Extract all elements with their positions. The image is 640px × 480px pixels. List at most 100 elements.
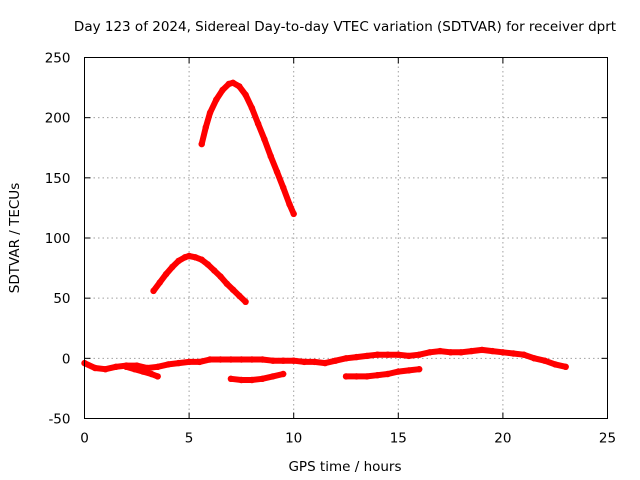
x-tick-label: 15 xyxy=(390,431,407,447)
data-point xyxy=(248,356,256,363)
data-point xyxy=(148,370,155,378)
data-point xyxy=(238,376,245,384)
data-point xyxy=(416,351,423,358)
data-point xyxy=(374,351,381,358)
data-point xyxy=(457,349,465,356)
data-point xyxy=(217,273,224,280)
x-tick-label: 20 xyxy=(494,431,511,447)
data-point xyxy=(150,287,157,295)
data-point xyxy=(416,366,423,373)
data-point xyxy=(192,254,199,261)
data-point xyxy=(156,279,163,286)
data-point xyxy=(280,370,287,378)
data-point xyxy=(154,373,161,380)
data-point xyxy=(154,363,161,370)
data-point xyxy=(196,358,203,366)
data-point xyxy=(311,358,318,366)
y-tick-label: -50 xyxy=(48,412,70,428)
data-point xyxy=(290,357,297,364)
y-tick-labels: -50 0 50 100 150 200 250 xyxy=(45,51,71,428)
data-point xyxy=(198,140,205,148)
series-layer xyxy=(81,79,569,384)
data-point xyxy=(552,361,559,368)
data-point xyxy=(236,83,243,90)
data-point xyxy=(342,355,350,362)
data-point xyxy=(405,352,412,360)
data-point xyxy=(353,373,360,380)
x-tick-label: 5 xyxy=(185,431,194,447)
data-point xyxy=(229,79,237,87)
data-point xyxy=(169,263,176,271)
data-point xyxy=(259,356,266,363)
data-point xyxy=(562,363,569,370)
data-point xyxy=(478,346,486,354)
x-tick-label: 10 xyxy=(285,431,302,447)
data-point xyxy=(290,210,297,218)
data-point xyxy=(468,347,475,355)
data-point xyxy=(248,104,256,112)
y-tick-label: 200 xyxy=(45,111,71,127)
data-point xyxy=(229,286,237,293)
data-point xyxy=(269,373,276,380)
data-point xyxy=(280,184,287,191)
data-point xyxy=(342,373,350,380)
data-point xyxy=(541,357,548,364)
data-point xyxy=(436,347,444,355)
y-tick-label: 0 xyxy=(62,351,71,367)
data-point xyxy=(112,363,120,370)
data-point xyxy=(499,349,507,356)
data-point xyxy=(211,267,218,274)
data-point xyxy=(254,120,262,127)
data-point xyxy=(267,153,274,160)
data-point xyxy=(405,367,412,374)
data-point xyxy=(531,355,538,362)
data-point xyxy=(242,298,249,305)
data-point xyxy=(165,361,172,368)
data-point xyxy=(353,353,360,361)
data-point xyxy=(139,368,147,375)
data-point xyxy=(447,349,454,356)
data-point xyxy=(219,86,226,94)
data-point xyxy=(91,364,99,372)
data-point xyxy=(269,357,276,364)
data-point xyxy=(510,350,517,357)
data-point xyxy=(261,136,268,143)
data-point xyxy=(384,370,391,378)
data-point xyxy=(223,280,230,287)
data-point xyxy=(202,124,209,131)
y-tick-label: 150 xyxy=(45,171,71,187)
data-point xyxy=(175,257,182,265)
x-axis-label: GPS time / hours xyxy=(288,459,401,475)
data-point xyxy=(213,96,220,103)
data-point xyxy=(204,261,212,268)
data-point xyxy=(248,376,256,384)
data-point xyxy=(374,372,381,379)
data-point xyxy=(332,357,339,364)
data-point xyxy=(363,352,371,360)
data-point xyxy=(242,91,249,99)
data-point xyxy=(273,168,281,175)
y-tick-label: 250 xyxy=(45,51,71,67)
chart-title: Day 123 of 2024, Sidereal Day-to-day VTE… xyxy=(74,19,616,35)
data-point xyxy=(489,347,496,355)
x-tick-label: 25 xyxy=(599,431,616,447)
data-point xyxy=(217,356,224,363)
series-middle-arc xyxy=(150,253,249,305)
data-point xyxy=(426,349,433,356)
data-point xyxy=(321,359,329,367)
data-point xyxy=(162,270,170,278)
y-tick-label: 50 xyxy=(53,291,70,307)
data-point xyxy=(286,201,293,208)
data-point xyxy=(238,356,245,363)
x-tick-labels: 0 5 10 15 20 25 xyxy=(80,431,616,447)
data-point xyxy=(395,368,402,375)
data-point xyxy=(280,357,287,364)
data-point xyxy=(131,366,138,373)
data-point xyxy=(259,375,266,382)
data-point xyxy=(175,359,182,367)
x-tick-label: 0 xyxy=(80,431,89,447)
data-point xyxy=(185,252,193,260)
data-point xyxy=(384,351,391,358)
data-point xyxy=(236,292,243,299)
